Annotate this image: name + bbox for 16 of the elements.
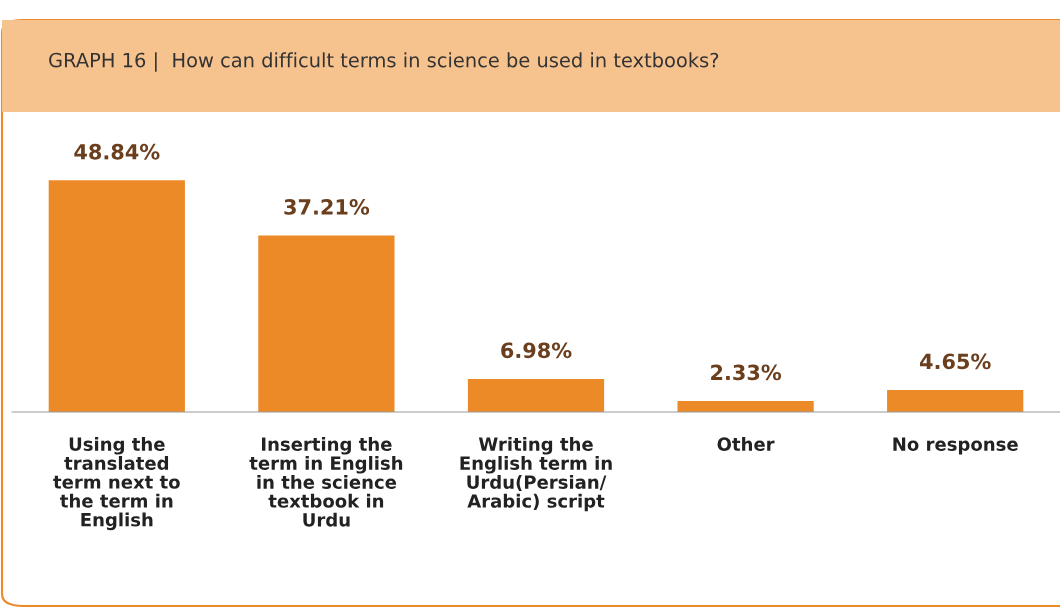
data-label: 37.21%	[284, 199, 370, 215]
bar	[48, 180, 185, 412]
x-tick-label: Using the translated term next to the term in English	[53, 437, 180, 531]
x-tick-label: Other	[717, 437, 775, 451]
bar	[258, 235, 395, 412]
bar	[467, 378, 605, 412]
chart-title: GRAPH 16 | How can difficult terms in science be used in textbooks?	[49, 52, 719, 72]
x-tick-label: Inserting the term in English in the science textbook in Urdu	[249, 437, 403, 527]
bar	[677, 400, 814, 412]
data-label: 2.33%	[711, 364, 782, 381]
data-label: 6.98%	[501, 342, 572, 359]
data-label: 48.84%	[74, 143, 160, 160]
data-label: 4.65%	[920, 353, 991, 370]
x-tick-label: No response	[893, 437, 1018, 455]
bar	[887, 389, 1024, 412]
x-tick-label: Writing the English term in Urdu(Persian/ Arabic) script	[460, 437, 612, 512]
